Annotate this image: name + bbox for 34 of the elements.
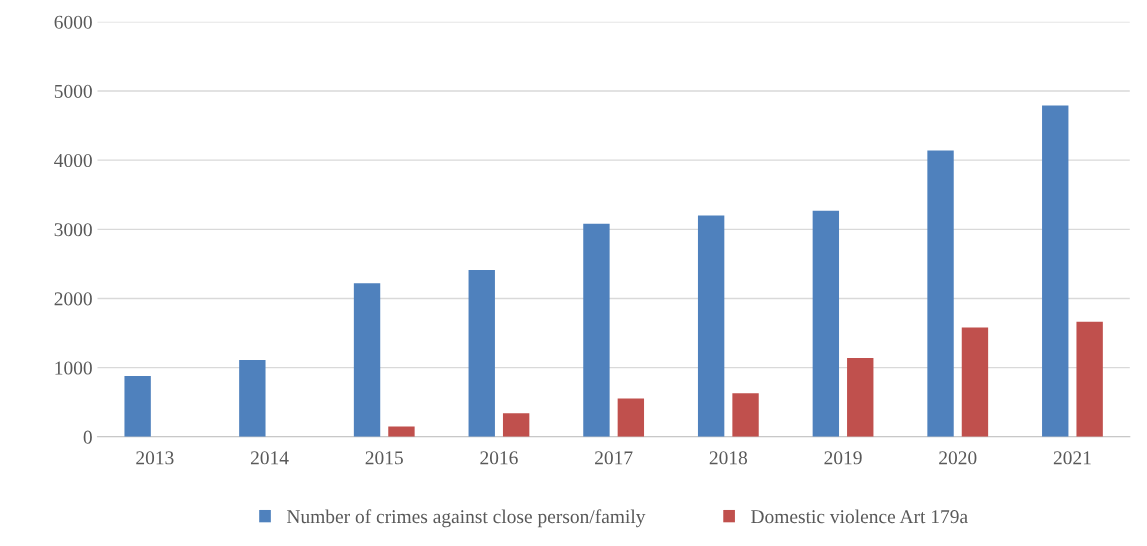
x-tick-label: 2018	[709, 451, 748, 465]
bar	[124, 375, 151, 437]
x-tick-label: 2020	[939, 451, 977, 465]
bar	[239, 360, 266, 437]
bar	[697, 215, 725, 437]
y-tick-label: 3000	[54, 223, 92, 237]
bar	[583, 223, 610, 437]
bar	[732, 393, 759, 437]
bar	[812, 210, 840, 437]
legend-label: Domestic violence Art 179a	[751, 509, 968, 524]
y-tick-label: 5000	[54, 84, 92, 98]
x-tick-label: 2015	[365, 451, 403, 465]
bar	[468, 270, 495, 437]
bar	[961, 327, 989, 437]
y-tick-label: 2000	[54, 292, 92, 306]
y-tick-label: 0	[83, 430, 92, 444]
bar	[353, 283, 381, 437]
bar	[847, 357, 874, 437]
legend-label: Number of crimes against close person/family	[286, 509, 646, 528]
bar	[617, 398, 645, 437]
x-tick-label: 2017	[595, 451, 633, 465]
x-tick-label: 2014	[250, 451, 289, 465]
y-tick-label: 4000	[54, 153, 92, 168]
x-tick-label: 2013	[136, 451, 174, 465]
bar	[388, 426, 415, 437]
bar	[927, 150, 954, 437]
bar	[1042, 105, 1069, 437]
x-tick-label: 2021	[1053, 451, 1091, 465]
x-tick-label: 2016	[480, 451, 518, 465]
x-tick-label: 2019	[824, 451, 862, 465]
y-tick-label: 6000	[54, 15, 92, 29]
bar	[502, 413, 530, 437]
y-tick-label: 1000	[55, 361, 92, 375]
bar	[1076, 321, 1103, 437]
